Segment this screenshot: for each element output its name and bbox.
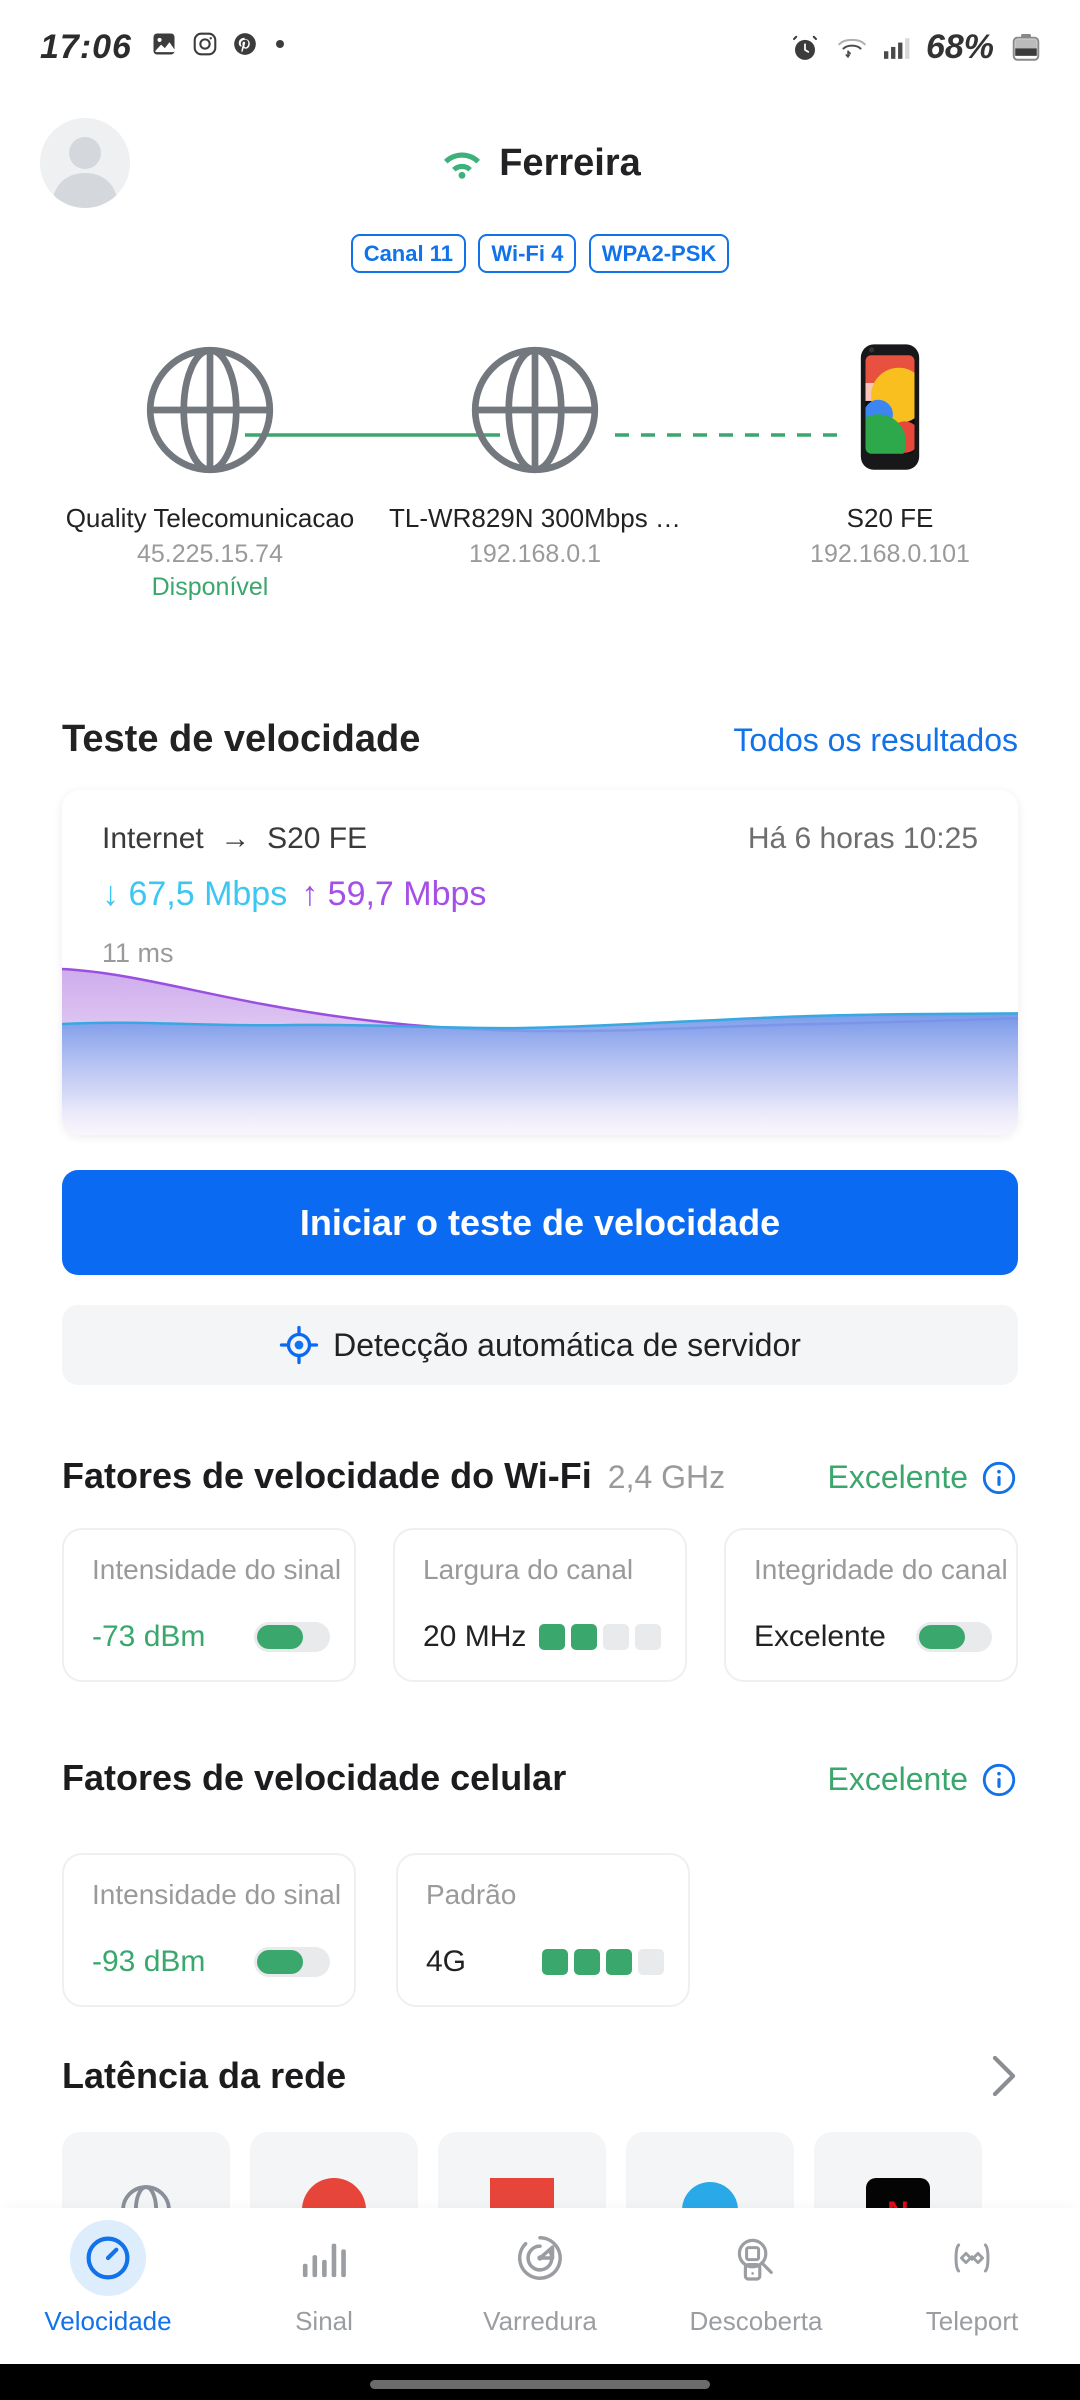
svg-text:N: N [887, 2196, 909, 2208]
